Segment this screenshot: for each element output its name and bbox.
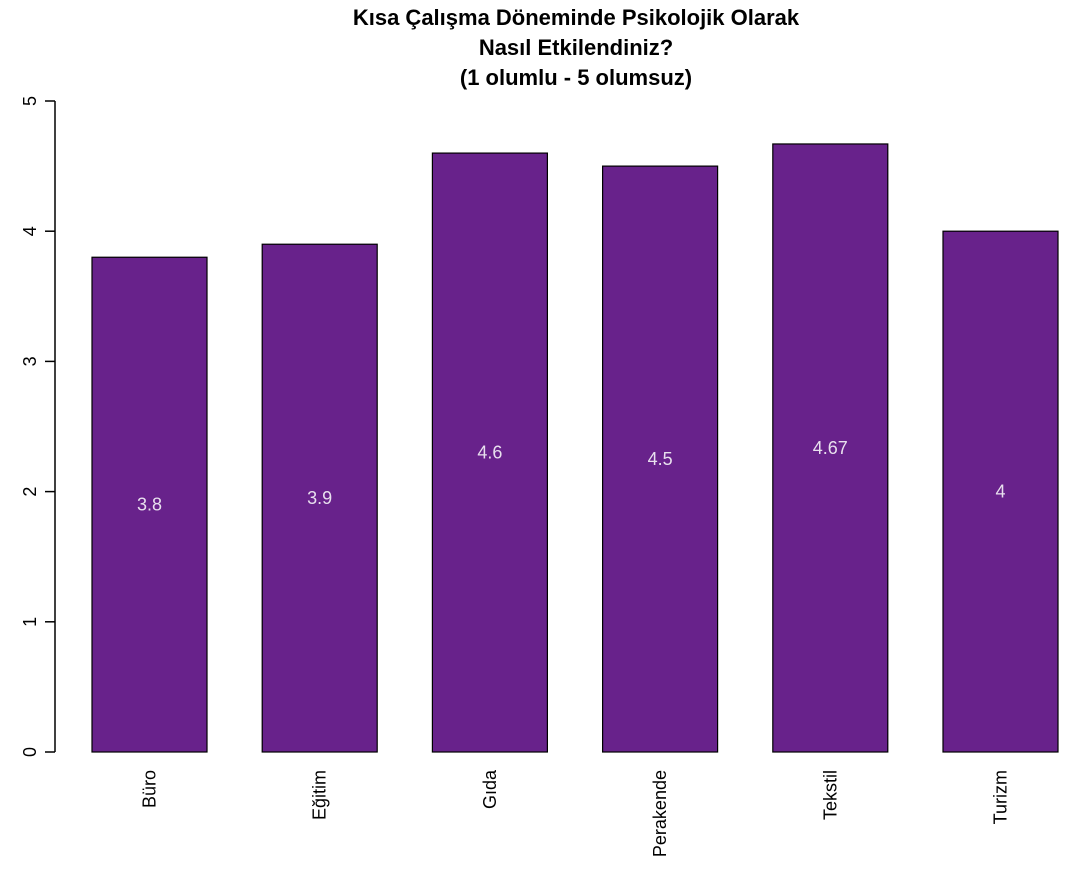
x-category-label: Perakende [650, 770, 670, 857]
x-category-label: Büro [140, 770, 160, 808]
bar-value-label: 3.8 [137, 495, 162, 515]
bar-2 [431, 152, 548, 753]
chart-title-line-1: Kısa Çalışma Döneminde Psikolojik Olarak [353, 5, 800, 30]
y-tick-label: 2 [20, 487, 40, 497]
chart-title: Kısa Çalışma Döneminde Psikolojik Olarak… [353, 5, 800, 90]
bar-3 [601, 165, 719, 753]
chart-title-line-2: Nasıl Etkilendiniz? [479, 35, 673, 60]
y-axis: 0 1 2 3 4 5 [20, 96, 56, 757]
y-tick-label: 4 [20, 226, 40, 236]
x-category-label: Eğitim [310, 770, 330, 820]
y-tick-label: 0 [20, 747, 40, 757]
bar-5 [942, 230, 1059, 753]
bar-1 [261, 243, 378, 753]
bar-4 [772, 143, 889, 753]
bar-0 [91, 256, 208, 753]
x-category-label: Gıda [480, 769, 500, 809]
bar-value-label: 4 [995, 482, 1005, 502]
chart-title-line-3: (1 olumlu - 5 olumsuz) [460, 65, 692, 90]
x-category-label: Turizm [991, 770, 1011, 824]
y-tick-label: 1 [20, 617, 40, 627]
y-tick-label: 3 [20, 356, 40, 366]
bars [91, 143, 1059, 753]
x-axis-labels: Büro Eğitim Gıda Perakende Tekstil Turizm [140, 769, 1011, 857]
bar-value-label: 3.9 [307, 488, 332, 508]
bar-value-label: 4.67 [813, 438, 848, 458]
x-category-label: Tekstil [820, 770, 840, 820]
bar-value-label: 4.5 [648, 449, 673, 469]
y-tick-label: 5 [20, 96, 40, 106]
value-labels: 3.8 3.9 4.6 4.5 4.67 4 [137, 438, 1006, 515]
bar-value-label: 4.6 [477, 443, 502, 463]
